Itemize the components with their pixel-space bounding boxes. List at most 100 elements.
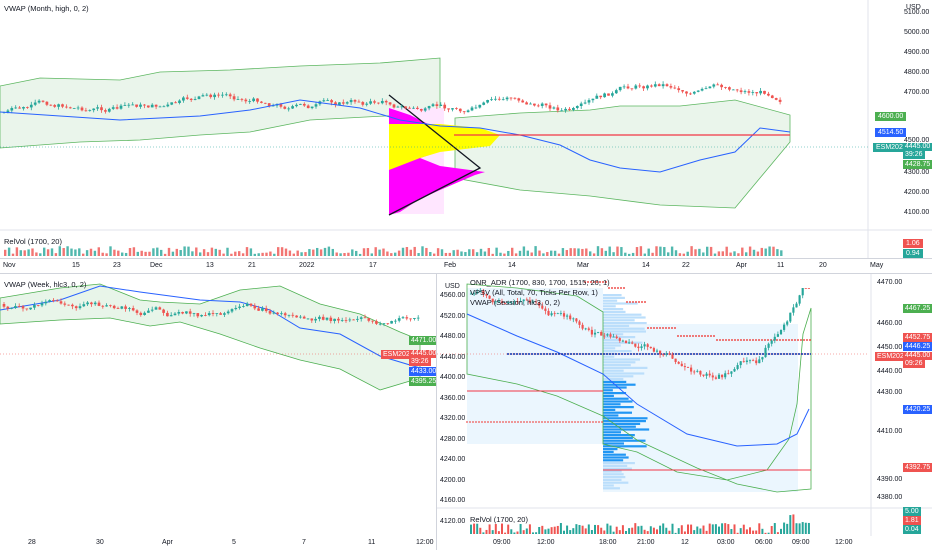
top-candle [61, 104, 64, 107]
bottom-left-candle [223, 313, 226, 315]
top-relvol-bar [698, 248, 701, 256]
top-candle [583, 102, 587, 104]
bottom-right-onr-dot [562, 421, 564, 423]
top-relvol-bar [546, 252, 549, 256]
bottom-right-relvol-bar [590, 529, 593, 534]
top-candle [326, 100, 330, 101]
top-price-tick: 4200.00 [904, 189, 930, 196]
bottom-right-candle [764, 347, 767, 358]
bottom-right-candle [776, 334, 779, 337]
bottom-left-countdown-tag: 39:26 [409, 358, 431, 366]
bottom-left-candle [344, 320, 348, 321]
bottom-right-relvol-tag-high: 5.00 [903, 507, 921, 516]
top-vwap-legend[interactable]: VWAP (Month, high, 0, 2) [4, 4, 89, 13]
top-candle [497, 98, 501, 100]
top-candle [618, 86, 622, 91]
bottom-right-candle [665, 353, 668, 355]
panel-vertical-divider[interactable] [436, 274, 437, 550]
bottom-right-adr-dot [794, 339, 796, 341]
top-candle [661, 84, 665, 87]
top-candle [182, 97, 185, 101]
top-symbol-tag: ESM2022 [873, 143, 910, 152]
bottom-right-time-axis[interactable]: 09:00 12:00 18:00 21:00 12 03:00 06:00 09:00 12:… [437, 536, 932, 550]
bottom-right-relvol-bar [584, 528, 587, 534]
top-relvol-bar [674, 250, 678, 256]
bottom-right-candle [507, 302, 510, 304]
bottom-right-candle [544, 308, 547, 311]
bottom-left-candle [21, 306, 25, 309]
bottom-right-candle [528, 300, 531, 303]
bottom-right-adr-dot [701, 335, 703, 337]
top-candle [49, 104, 53, 106]
top-candle [123, 105, 127, 106]
bottom-right-chart-canvas[interactable] [437, 274, 932, 536]
top-relvol-bar [222, 253, 225, 256]
bottom-left-candle [166, 312, 169, 317]
top-price-tick: 4700.00 [904, 89, 930, 96]
bottom-right-legend-vpsv[interactable]: VPSV (All, Total, 70, Ticks Per Row, 1) [470, 288, 598, 297]
bottom-right-volume-profile-bar [603, 316, 646, 319]
bottom-right-candle [538, 302, 541, 306]
top-candle [607, 93, 610, 96]
bottom-right-volume-profile-bar [603, 338, 619, 341]
top-candle [427, 106, 431, 109]
top-relvol-bar [667, 252, 670, 256]
bottom-right-adr-dot [632, 301, 634, 303]
bottom-right-relvol-bar [687, 524, 689, 534]
top-candle [564, 108, 567, 111]
top-relvol-bar [748, 246, 752, 256]
top-relvol-bar [604, 250, 607, 256]
top-relvol-bar [374, 247, 377, 256]
bottom-right-relvol-bar [665, 527, 668, 534]
bottom-right-candle [569, 315, 572, 320]
top-mid-divider [0, 258, 932, 259]
bottom-left-candle [261, 308, 264, 311]
bottom-right-onr-dot [517, 421, 519, 423]
bottom-right-chart-panel[interactable]: USD ONR_ADR (1700, 830, 1700, 1515, 20, … [437, 274, 932, 536]
bottom-right-adr-dot [731, 339, 733, 341]
bottom-left-candle [147, 310, 150, 313]
top-candle [455, 108, 458, 109]
top-relvol-bar [647, 248, 650, 256]
top-chart-panel[interactable]: VWAP (Month, high, 0, 2) USD 5100.00 5000… [0, 0, 932, 258]
bottom-right-candle [590, 329, 593, 335]
top-candle [482, 102, 486, 105]
bottom-right-legend-vwap[interactable]: VWAP (Session, hlc3, 0, 2) [470, 298, 561, 307]
top-chart-canvas[interactable] [0, 0, 932, 258]
top-relvol-bar [4, 249, 7, 256]
bottom-right-volume-profile-bar [603, 386, 627, 389]
bottom-left-chart-panel[interactable]: VWAP (Week, hlc3, 0, 2) 4471.00 ESM2022 … [0, 274, 436, 536]
bottom-right-legend-onr-adr[interactable]: ONR_ADR (1700, 830, 1700, 1515, 20, 1) [470, 278, 610, 287]
bottom-right-relvol-legend[interactable]: RelVol (1700, 20) [470, 515, 528, 524]
bottom-right-adr-dot [593, 281, 595, 283]
bottom-right-onr-dot [493, 421, 495, 423]
top-relvol-bar [405, 247, 409, 256]
bottom-left-vwap-legend[interactable]: VWAP (Week, hlc3, 0, 2) [4, 280, 87, 289]
top-relvol-legend[interactable]: RelVol (1700, 20) [4, 237, 62, 246]
mid-time-tick: 15 [72, 262, 80, 269]
bottom-right-relvol-bar [643, 529, 646, 534]
bottom-left-chart-canvas[interactable] [0, 274, 436, 536]
top-candle [10, 108, 14, 111]
top-candle [185, 97, 189, 99]
top-candle [650, 85, 653, 87]
bottom-right-left-price-tick: 4200.00 [440, 476, 466, 484]
top-candle [572, 107, 575, 110]
bottom-right-adr-dot [707, 335, 709, 337]
bottom-left-candle [112, 305, 116, 309]
bottom-left-candle [405, 317, 409, 319]
mid-time-axis[interactable]: Nov 15 23 Dec 13 21 2022 17 Feb 14 Mar 14 22 Apr 11 20 M… [0, 259, 932, 273]
bottom-right-candle [717, 374, 721, 379]
top-candle [731, 89, 735, 91]
top-relvol-bar [214, 248, 217, 256]
bottom-left-time-tick: 11 [368, 539, 376, 546]
bottom-right-candle [497, 301, 500, 303]
top-relvol-bar [620, 247, 623, 256]
top-relvol-bar [199, 252, 202, 256]
bottom-right-relvol-bar [786, 523, 789, 534]
top-relvol-bar [780, 250, 783, 256]
bottom-right-candle [634, 343, 637, 347]
top-relvol-bar [308, 249, 311, 256]
bottom-left-time-axis[interactable]: 28 30 Apr 5 7 11 12:00 [0, 536, 436, 550]
bottom-right-volume-profile-bar [603, 319, 635, 322]
